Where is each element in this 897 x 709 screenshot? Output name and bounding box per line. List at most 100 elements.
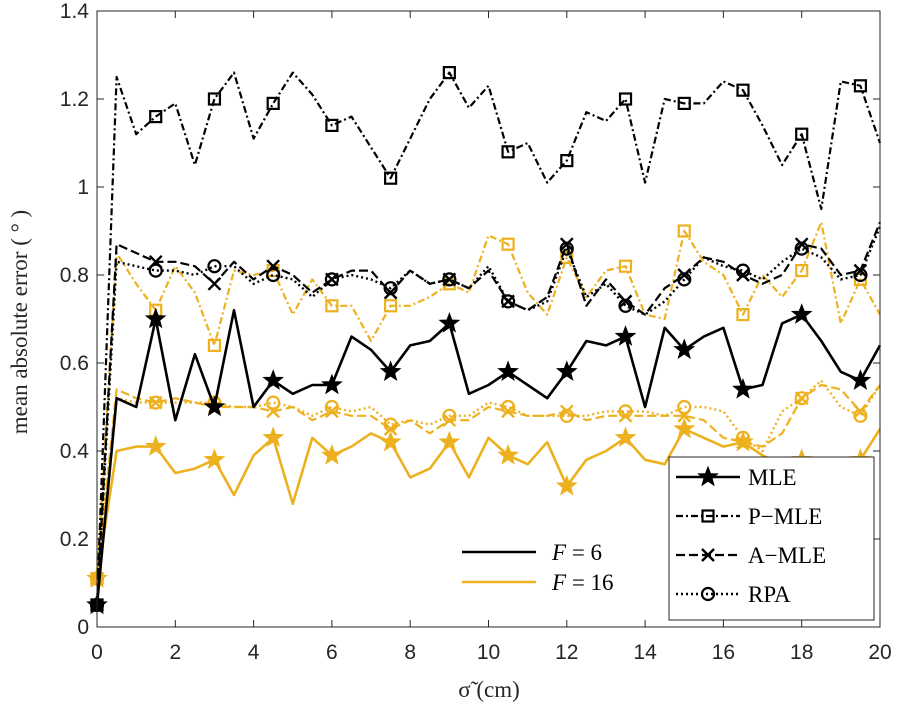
data-point-mle-f6 <box>203 395 226 417</box>
data-point-mle-f16 <box>673 417 696 439</box>
y-tick-label: 0 <box>77 616 89 639</box>
data-point-rpa-f16 <box>383 417 398 432</box>
series-mle-f6 <box>86 303 882 615</box>
data-point-a-mle-f16 <box>442 413 457 428</box>
data-point-mle-f6 <box>379 360 402 382</box>
data-point-p-mle-f6 <box>266 96 280 111</box>
x-tick-label: 2 <box>169 641 181 664</box>
y-tick-label: 1.2 <box>60 88 89 111</box>
series-line-a-mle-f16 <box>95 383 881 579</box>
data-point-rpa-f6 <box>853 267 868 283</box>
legend-method-label: RPA <box>748 582 791 607</box>
data-point-rpa-f6 <box>794 241 809 256</box>
x-tick-label: 16 <box>712 641 735 664</box>
legend-method-marker <box>701 548 715 562</box>
x-tick-label: 20 <box>868 641 891 664</box>
data-point-rpa-f16 <box>266 395 281 410</box>
legend-f: F = 6 F = 16 <box>462 540 614 595</box>
data-point-rpa-f6 <box>559 241 574 256</box>
data-point-rpa-f16 <box>148 395 163 410</box>
data-point-mle-f6 <box>438 311 461 333</box>
data-point-mle-f16 <box>555 474 578 496</box>
data-point-rpa-f16 <box>794 391 809 406</box>
legend-method-marker <box>697 465 719 487</box>
data-point-p-mle-f16 <box>736 308 750 322</box>
data-point-p-mle-f16 <box>325 299 339 313</box>
x-tick-label: 6 <box>326 641 338 664</box>
data-point-a-mle-f16 <box>853 404 868 419</box>
series-line-rpa-f16 <box>95 379 882 579</box>
series-layer <box>86 65 882 615</box>
data-point-rpa-f6 <box>677 272 692 287</box>
data-point-p-mle-f16 <box>384 299 398 313</box>
data-point-mle-f16 <box>203 448 226 470</box>
legend-method-entry: A−MLE <box>676 543 826 568</box>
y-tick-label: 1.4 <box>60 0 90 23</box>
data-point-rpa-f16 <box>559 408 574 423</box>
legend-method-entry: MLE <box>676 465 797 490</box>
data-point-a-mle-f6 <box>618 294 633 309</box>
data-point-a-mle-f6 <box>736 268 750 282</box>
data-point-rpa-f16 <box>853 408 868 423</box>
data-point-p-mle-f6 <box>853 79 868 93</box>
data-point-mle-f6 <box>144 307 167 329</box>
series-rpa-f6 <box>89 226 882 613</box>
x-tick-label: 8 <box>404 641 416 664</box>
data-point-mle-f6 <box>790 303 813 324</box>
data-point-mle-f16 <box>379 430 402 452</box>
series-line-mle-f16 <box>95 427 882 579</box>
data-point-a-mle-f6 <box>794 237 809 252</box>
data-point-p-mle-f6 <box>442 65 456 80</box>
y-tick-label: 1 <box>77 176 89 199</box>
data-point-mle-f6 <box>849 369 872 390</box>
y-tick-label: 0.6 <box>60 352 89 375</box>
x-tick-label: 4 <box>248 641 260 664</box>
data-point-p-mle-f16 <box>677 224 691 238</box>
data-point-rpa-f6 <box>500 294 516 309</box>
data-point-rpa-f16 <box>500 399 516 415</box>
legend-f-label: F = 6 <box>551 540 602 565</box>
data-point-mle-f16 <box>438 430 461 452</box>
data-point-rpa-f16 <box>442 408 457 423</box>
data-point-a-mle-f16 <box>501 404 515 419</box>
y-tick-label: 0.4 <box>60 440 90 463</box>
data-point-rpa-f6 <box>442 272 457 287</box>
data-point-rpa-f16 <box>677 399 692 415</box>
data-point-mle-f6 <box>614 325 637 346</box>
x-tick-label: 10 <box>477 641 500 664</box>
data-point-p-mle-f6 <box>618 92 633 106</box>
data-point-p-mle-f6 <box>325 118 339 133</box>
data-point-a-mle-f6 <box>559 237 574 252</box>
data-point-p-mle-f6 <box>207 92 222 106</box>
data-point-p-mle-f16 <box>618 259 633 273</box>
legend-method-entry: RPA <box>676 582 791 607</box>
legend-method-label: MLE <box>748 465 797 490</box>
legend-method-marker <box>701 509 715 523</box>
data-point-mle-f16 <box>144 435 167 456</box>
legend-f-entry: F = 6 <box>462 540 602 565</box>
data-point-p-mle-f16 <box>795 264 809 278</box>
data-point-a-mle-f16 <box>383 422 398 436</box>
data-point-rpa-f6 <box>207 259 222 274</box>
data-point-a-mle-f6 <box>677 268 692 282</box>
legend-methods: MLE P−MLE A−MLE RPA <box>668 456 875 621</box>
data-point-rpa-f16 <box>324 399 339 415</box>
legend-f-entry: F = 16 <box>462 570 614 595</box>
x-axis-label: σ̃ (cm) <box>458 677 520 702</box>
x-tick-label: 12 <box>555 641 578 664</box>
data-point-p-mle-f6 <box>677 96 691 111</box>
data-point-p-mle-f16 <box>207 338 222 352</box>
series-line-p-mle-f16 <box>95 221 881 579</box>
data-point-mle-f6 <box>555 360 578 382</box>
data-point-p-mle-f16 <box>501 237 515 251</box>
legend-f-label: F = 16 <box>551 570 614 595</box>
data-point-rpa-f6 <box>735 263 751 278</box>
x-tick-label: 18 <box>790 641 813 664</box>
y-tick-label: 0.2 <box>60 528 89 551</box>
data-point-a-mle-f16 <box>736 435 750 450</box>
data-point-mle-f6 <box>732 377 754 399</box>
data-point-mle-f16 <box>497 443 519 465</box>
data-point-a-mle-f6 <box>207 276 222 291</box>
data-point-mle-f16 <box>614 426 637 448</box>
